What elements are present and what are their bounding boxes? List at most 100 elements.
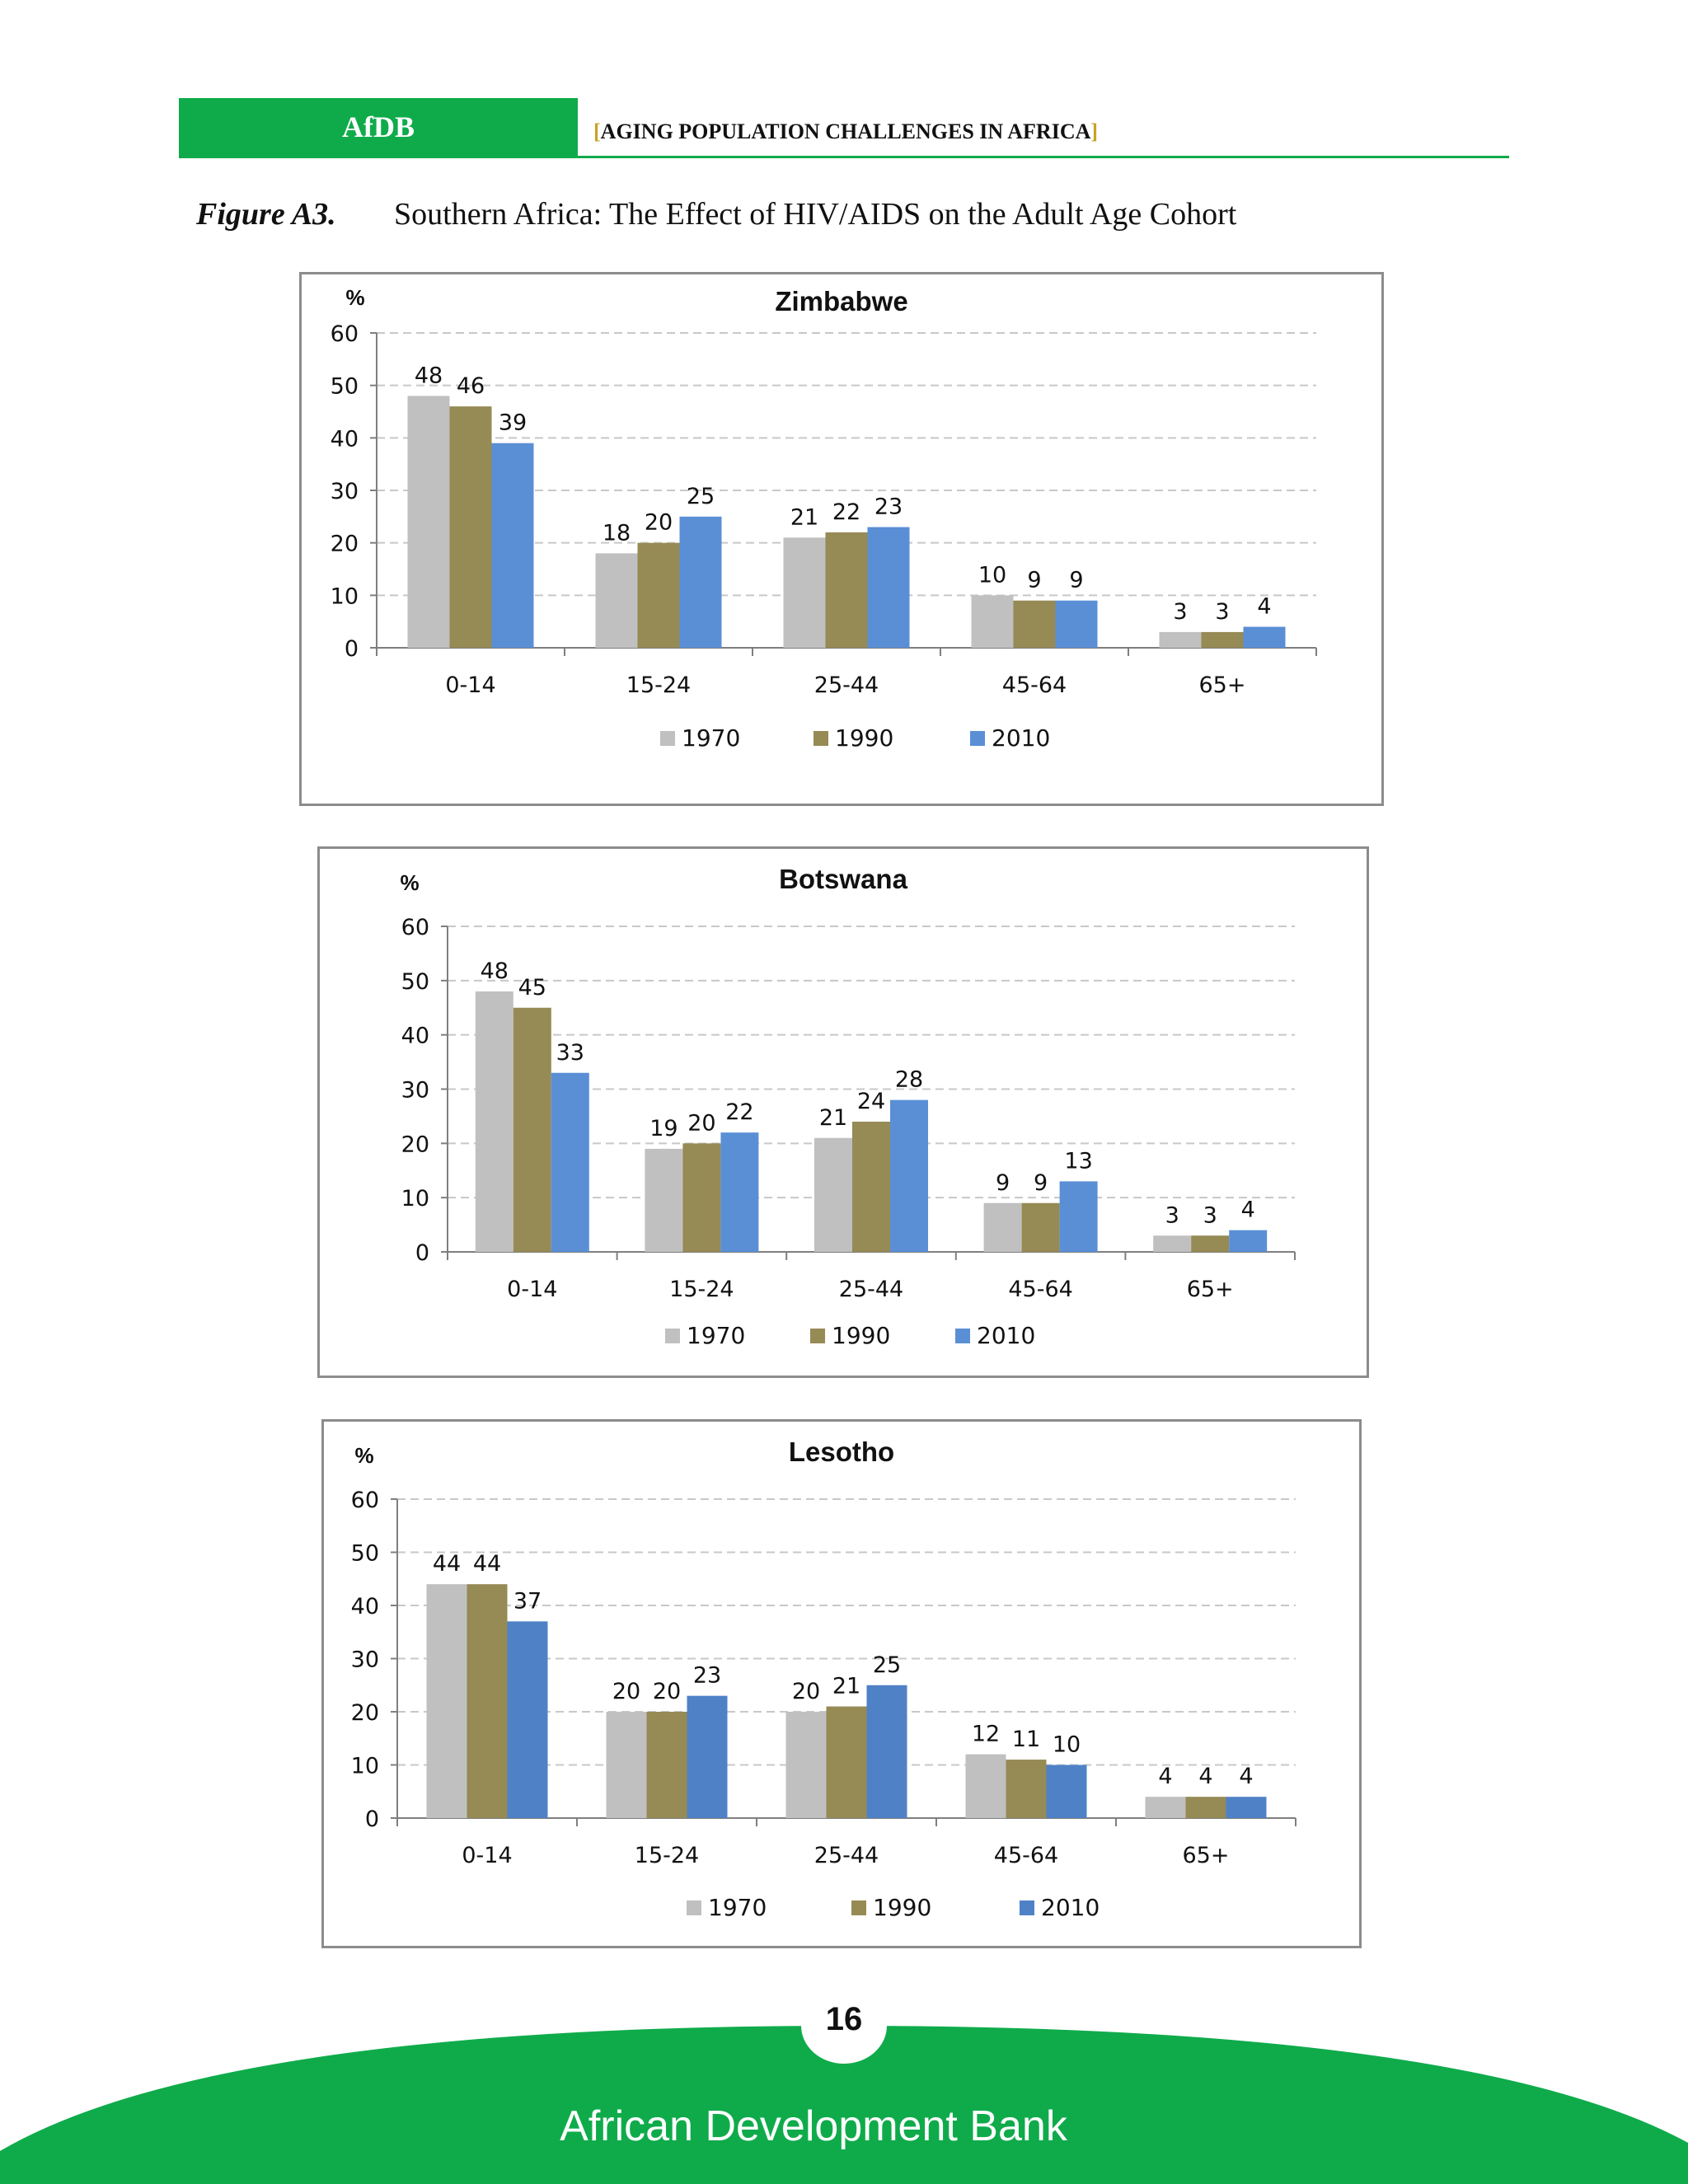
y-axis-label: % — [400, 870, 419, 895]
legend-label: 1970 — [687, 1322, 745, 1349]
bar-1970-45-64 — [971, 595, 1014, 648]
bar-1970-25-44 — [785, 1712, 827, 1818]
bar-1990-25-44 — [826, 1706, 867, 1818]
data-label: 20 — [653, 1679, 681, 1704]
data-label: 3 — [1173, 599, 1187, 625]
x-tick-label: 0-14 — [445, 673, 495, 698]
data-label: 4 — [1158, 1764, 1172, 1789]
running-header-title: AGING POPULATION CHALLENGES IN AFRICA — [600, 120, 1091, 143]
data-label: 23 — [693, 1663, 721, 1689]
data-label: 23 — [874, 494, 903, 520]
footer-organization: African Development Bank — [560, 2102, 1067, 2150]
legend-swatch-1990 — [851, 1900, 866, 1915]
running-header: [AGING POPULATION CHALLENGES IN AFRICA] — [593, 120, 1098, 144]
legend-label: 1970 — [682, 724, 740, 752]
bar-2010-45-64 — [1046, 1765, 1087, 1818]
bar-2010-45-64 — [1059, 1181, 1098, 1252]
legend-label: 2010 — [977, 1322, 1035, 1349]
y-tick-label: 0 — [345, 636, 359, 662]
bar-2010-25-44 — [867, 527, 910, 648]
data-label: 18 — [603, 520, 631, 546]
x-tick-label: 45-64 — [1002, 673, 1067, 698]
chart-title: Botswana — [779, 864, 908, 894]
x-tick-label: 15-24 — [669, 1277, 734, 1302]
legend-label: 2010 — [992, 724, 1050, 752]
legend-label: 1990 — [873, 1894, 931, 1921]
data-label: 39 — [499, 410, 527, 436]
legend-swatch-2010 — [1020, 1900, 1034, 1915]
x-tick-label: 25-44 — [814, 673, 879, 698]
data-label: 28 — [895, 1067, 923, 1093]
data-label: 25 — [873, 1652, 901, 1678]
bar-1990-45-64 — [1021, 1202, 1060, 1252]
y-tick-label: 30 — [351, 1647, 379, 1673]
bar-1990-45-64 — [1013, 600, 1056, 648]
data-label: 4 — [1257, 594, 1271, 620]
data-label: 21 — [790, 504, 818, 530]
data-label: 19 — [649, 1116, 678, 1141]
y-tick-label: 50 — [401, 969, 429, 995]
bar-2010-25-44 — [890, 1099, 928, 1252]
data-label: 9 — [1027, 568, 1041, 593]
bar-1990-15-24 — [682, 1143, 721, 1252]
y-tick-label: 0 — [415, 1240, 429, 1266]
bar-1990-65+ — [1191, 1235, 1230, 1252]
bar-1970-25-44 — [814, 1137, 852, 1252]
header-green-band — [179, 98, 578, 156]
data-label: 20 — [687, 1110, 715, 1136]
bar-2010-0-14 — [507, 1621, 548, 1818]
legend-label: 1990 — [835, 724, 893, 752]
chart-botswana: Botswana% 0 10 20 30 40 50 60 0-14 48 45 33 15-24 19 2… — [317, 846, 1369, 1378]
chart-lesotho: Lesotho% 0 10 20 30 40 50 60 0-14 44 44 37 15-24 20 20… — [321, 1419, 1362, 1948]
y-tick-label: 60 — [331, 321, 359, 347]
chart-title: Lesotho — [789, 1436, 894, 1467]
data-label: 21 — [819, 1105, 847, 1131]
data-label: 11 — [1012, 1727, 1040, 1752]
data-label: 9 — [1034, 1170, 1048, 1196]
legend-label: 1970 — [708, 1894, 767, 1921]
chart-title: Zimbabwe — [775, 286, 907, 316]
data-label: 12 — [972, 1722, 1000, 1747]
y-tick-label: 20 — [351, 1700, 379, 1726]
x-tick-label: 45-64 — [1008, 1277, 1072, 1302]
y-tick-label: 30 — [331, 479, 359, 504]
bar-1970-0-14 — [475, 991, 513, 1252]
bar-1970-25-44 — [783, 537, 826, 648]
legend-swatch-1970 — [665, 1329, 680, 1343]
y-tick-label: 10 — [401, 1186, 429, 1212]
data-label: 4 — [1241, 1197, 1255, 1223]
x-tick-label: 15-24 — [635, 1843, 699, 1868]
y-axis-label: % — [354, 1443, 373, 1468]
bar-2010-15-24 — [720, 1132, 759, 1252]
data-label: 44 — [473, 1551, 501, 1577]
bar-1970-15-24 — [595, 553, 638, 648]
data-label: 3 — [1165, 1202, 1179, 1228]
legend-swatch-1970 — [660, 731, 675, 746]
data-label: 4 — [1239, 1764, 1253, 1789]
y-tick-label: 0 — [365, 1807, 379, 1832]
data-label: 10 — [1053, 1732, 1081, 1758]
bar-2010-65+ — [1243, 626, 1286, 648]
bar-1970-15-24 — [606, 1712, 647, 1818]
bar-2010-0-14 — [551, 1072, 589, 1252]
bar-2010-65+ — [1229, 1230, 1268, 1252]
x-tick-label: 65+ — [1183, 1843, 1230, 1868]
data-label: 44 — [433, 1551, 461, 1577]
y-tick-label: 40 — [331, 426, 359, 452]
legend-swatch-1990 — [810, 1329, 825, 1343]
bar-1990-65+ — [1185, 1797, 1226, 1818]
header-rule — [179, 156, 1509, 158]
data-label: 20 — [612, 1679, 640, 1704]
y-tick-label: 10 — [351, 1754, 379, 1779]
bar-1990-65+ — [1201, 631, 1244, 648]
data-label: 13 — [1064, 1148, 1092, 1174]
bar-1990-0-14 — [467, 1584, 508, 1818]
bar-1990-0-14 — [449, 406, 492, 648]
data-label: 21 — [832, 1674, 860, 1699]
y-tick-label: 20 — [401, 1132, 429, 1157]
bar-2010-0-14 — [491, 443, 534, 648]
y-tick-label: 10 — [331, 583, 359, 609]
legend-label: 2010 — [1041, 1894, 1100, 1921]
